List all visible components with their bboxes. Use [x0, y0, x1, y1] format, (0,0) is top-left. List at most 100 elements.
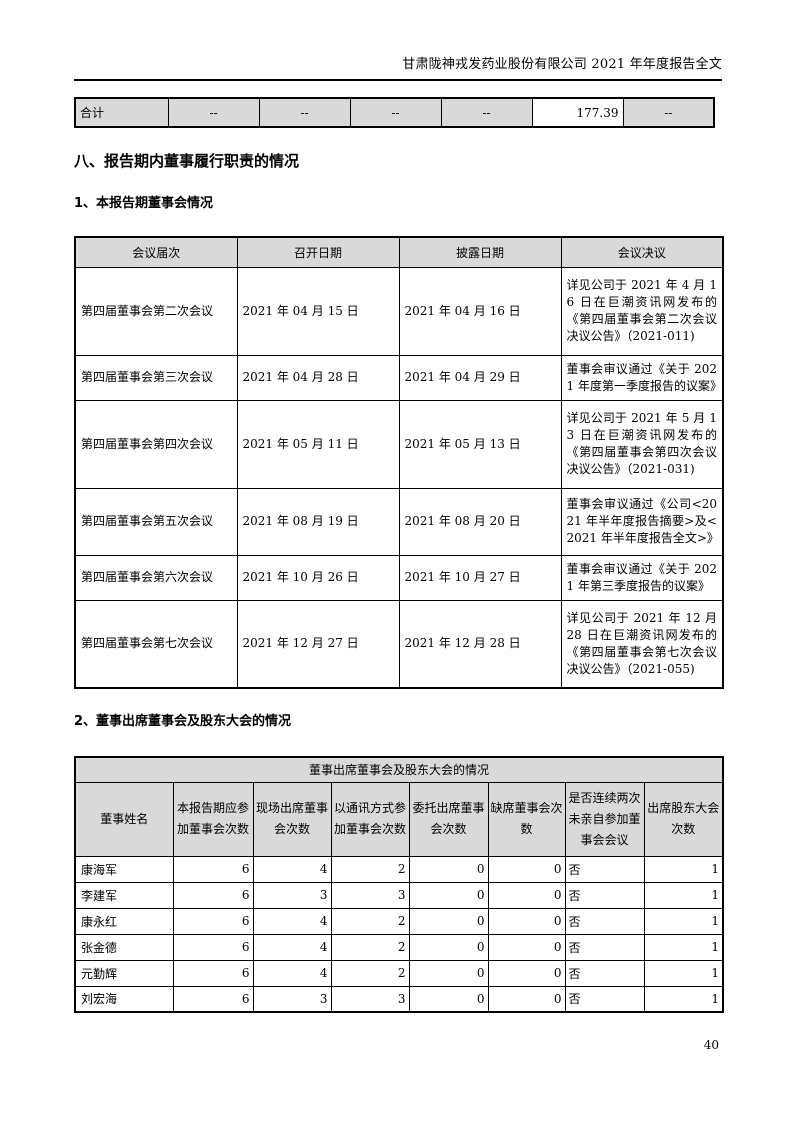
column-header: 是否连续两次未亲自参加董事会会议	[564, 781, 645, 857]
resolution-cell: 详见公司于 2021 年 5 月 13 日在巨潮资讯网发布的《第四届董事会第四次…	[560, 399, 724, 489]
column-header: 会议决议	[560, 236, 724, 268]
count-cell: 0	[487, 959, 566, 987]
count-cell: 3	[330, 881, 410, 909]
table-title: 董事出席董事会及股东大会的情况	[74, 756, 724, 783]
count-cell: 4	[252, 907, 332, 935]
disclosure-date-cell: 2021 年 05 月 13 日	[398, 399, 562, 489]
column-header: 以通讯方式参加董事会次数	[330, 781, 410, 857]
count-cell: 6	[172, 959, 254, 987]
column-header: 缺席董事会次数	[487, 781, 566, 857]
meeting-session-cell: 第四届董事会第七次会议	[74, 599, 238, 689]
count-cell: 0	[408, 907, 489, 935]
page-number: 40	[703, 1038, 719, 1052]
column-header: 现场出席董事会次数	[252, 781, 332, 857]
count-cell: 0	[487, 933, 566, 961]
table-row: 第四届董事会第六次会议 2021 年 10 月 26 日 2021 年 10 月…	[74, 554, 724, 601]
count-cell: 6	[172, 881, 254, 909]
count-cell: 1	[643, 855, 724, 883]
resolution-cell: 详见公司于 2021 年 12 月 28 日在巨潮资讯网发布的《第四届董事会第七…	[560, 599, 724, 689]
count-cell: 0	[408, 959, 489, 987]
resolution-cell: 董事会审议通过《关于 2021 年度第一季度报告的议案》	[560, 354, 724, 401]
count-cell: 2	[330, 933, 410, 961]
convene-date-cell: 2021 年 08 月 19 日	[236, 487, 400, 556]
yes-no-cell: 否	[564, 855, 645, 883]
total-value-cell: 177.39	[531, 97, 624, 128]
subsection-heading-2: 2、董事出席董事会及股东大会的情况	[74, 714, 292, 729]
count-cell: 0	[408, 881, 489, 909]
total-dash-cell: --	[440, 97, 533, 128]
table-row: 第四届董事会第三次会议 2021 年 04 月 28 日 2021 年 04 月…	[74, 354, 724, 401]
yes-no-cell: 否	[564, 985, 645, 1013]
count-cell: 6	[172, 933, 254, 961]
count-cell: 4	[252, 855, 332, 883]
convene-date-cell: 2021 年 05 月 11 日	[236, 399, 400, 489]
yes-no-cell: 否	[564, 933, 645, 961]
table-header-row: 会议届次 召开日期 披露日期 会议决议	[74, 236, 724, 268]
table-row: 第四届董事会第二次会议 2021 年 04 月 15 日 2021 年 04 月…	[74, 266, 724, 356]
count-cell: 1	[643, 985, 724, 1013]
table-row: 元勤辉 6 4 2 0 0 否 1	[74, 959, 724, 987]
table-row: 康海军 6 4 2 0 0 否 1	[74, 855, 724, 883]
convene-date-cell: 2021 年 04 月 15 日	[236, 266, 400, 356]
disclosure-date-cell: 2021 年 10 月 27 日	[398, 554, 562, 601]
table-row: 第四届董事会第五次会议 2021 年 08 月 19 日 2021 年 08 月…	[74, 487, 724, 556]
meeting-session-cell: 第四届董事会第四次会议	[74, 399, 238, 489]
count-cell: 1	[643, 907, 724, 935]
section-heading: 八、报告期内董事履行职责的情况	[74, 152, 300, 170]
count-cell: 0	[408, 855, 489, 883]
total-row-table: 合计 -- -- -- -- 177.39 --	[74, 97, 715, 128]
resolution-cell: 董事会审议通过《公司<2021 年半年度报告摘要>及<2021 年半年度报告全文…	[560, 487, 724, 556]
director-name-cell: 元勤辉	[74, 959, 174, 987]
convene-date-cell: 2021 年 04 月 28 日	[236, 354, 400, 401]
disclosure-date-cell: 2021 年 04 月 29 日	[398, 354, 562, 401]
table-row: 第四届董事会第七次会议 2021 年 12 月 27 日 2021 年 12 月…	[74, 599, 724, 689]
report-header-title: 甘肃陇神戎发药业股份有限公司 2021 年年度报告全文	[74, 53, 722, 81]
yes-no-cell: 否	[564, 907, 645, 935]
table-row: 康永红 6 4 2 0 0 否 1	[74, 907, 724, 935]
resolution-cell: 详见公司于 2021 年 4 月 16 日在巨潮资讯网发布的《第四届董事会第二次…	[560, 266, 724, 356]
subsection-heading-1: 1、本报告期董事会情况	[74, 196, 214, 211]
yes-no-cell: 否	[564, 959, 645, 987]
disclosure-date-cell: 2021 年 08 月 20 日	[398, 487, 562, 556]
total-dash-cell: --	[349, 97, 442, 128]
count-cell: 1	[643, 959, 724, 987]
count-cell: 0	[408, 933, 489, 961]
meeting-session-cell: 第四届董事会第六次会议	[74, 554, 238, 601]
count-cell: 2	[330, 959, 410, 987]
column-header: 出席股东大会次数	[643, 781, 724, 857]
convene-date-cell: 2021 年 12 月 27 日	[236, 599, 400, 689]
count-cell: 3	[330, 985, 410, 1013]
director-name-cell: 康永红	[74, 907, 174, 935]
column-header: 董事姓名	[74, 781, 174, 857]
table-row: 第四届董事会第四次会议 2021 年 05 月 11 日 2021 年 05 月…	[74, 399, 724, 489]
count-cell: 6	[172, 855, 254, 883]
count-cell: 0	[487, 855, 566, 883]
count-cell: 0	[408, 985, 489, 1013]
count-cell: 4	[252, 933, 332, 961]
count-cell: 6	[172, 907, 254, 935]
count-cell: 2	[330, 907, 410, 935]
table-title-row: 董事出席董事会及股东大会的情况	[74, 756, 724, 783]
count-cell: 1	[643, 881, 724, 909]
resolution-cell: 董事会审议通过《关于 2021 年第三季度报告的议案》	[560, 554, 724, 601]
yes-no-cell: 否	[564, 881, 645, 909]
count-cell: 3	[252, 985, 332, 1013]
total-dash-cell: --	[258, 97, 351, 128]
count-cell: 0	[487, 881, 566, 909]
column-header: 召开日期	[236, 236, 400, 268]
table-header-row: 董事姓名 本报告期应参加董事会次数 现场出席董事会次数 以通讯方式参加董事会次数…	[74, 781, 724, 857]
director-name-cell: 刘宏海	[74, 985, 174, 1013]
table-row: 合计 -- -- -- -- 177.39 --	[74, 97, 715, 128]
total-label-cell: 合计	[74, 97, 169, 128]
column-header: 本报告期应参加董事会次数	[172, 781, 254, 857]
disclosure-date-cell: 2021 年 04 月 16 日	[398, 266, 562, 356]
column-header: 披露日期	[398, 236, 562, 268]
count-cell: 0	[487, 985, 566, 1013]
meeting-session-cell: 第四届董事会第五次会议	[74, 487, 238, 556]
table-row: 李建军 6 3 3 0 0 否 1	[74, 881, 724, 909]
count-cell: 1	[643, 933, 724, 961]
meeting-session-cell: 第四届董事会第二次会议	[74, 266, 238, 356]
disclosure-date-cell: 2021 年 12 月 28 日	[398, 599, 562, 689]
count-cell: 2	[330, 855, 410, 883]
